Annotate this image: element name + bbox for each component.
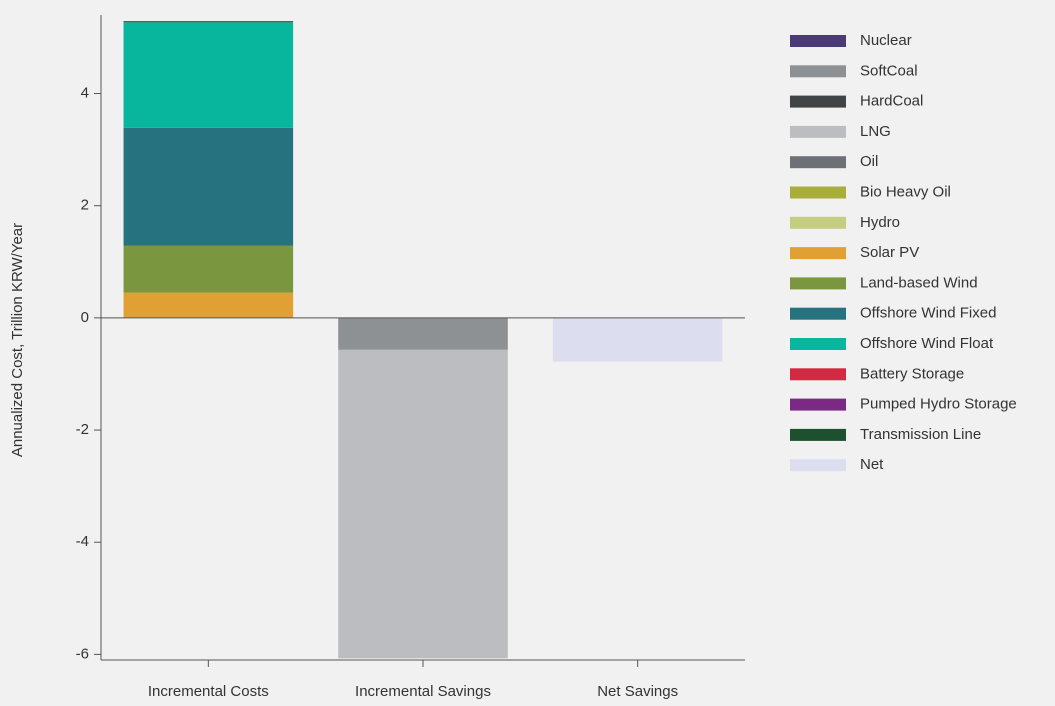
legend-swatch [790, 186, 846, 199]
legend-label: Oil [860, 153, 878, 170]
x-tick-label: Incremental Costs [148, 683, 269, 700]
legend-swatch [790, 459, 846, 472]
y-tick-label: 0 [81, 309, 89, 326]
legend-label: HardCoal [860, 93, 923, 110]
bar-segment [552, 317, 723, 362]
y-tick-label: 2 [81, 197, 89, 214]
y-tick-label: -4 [76, 533, 89, 550]
legend-swatch [790, 338, 846, 350]
legend-swatch [790, 277, 846, 290]
legend-swatch [790, 156, 846, 169]
legend-label: Pumped Hydro Storage [860, 396, 1017, 413]
legend-label: SoftCoal [860, 62, 918, 79]
bar-segment [123, 292, 294, 318]
legend-label: Offshore Wind Float [860, 335, 994, 352]
y-axis-label: Annualized Cost, Trillion KRW/Year [9, 223, 26, 457]
x-tick-label: Incremental Savings [355, 683, 491, 700]
bar-segment [123, 21, 294, 23]
y-tick-label: -6 [76, 645, 89, 662]
y-tick-label: -2 [76, 421, 89, 438]
legend-swatch [790, 307, 846, 320]
legend-label: Transmission Line [860, 426, 981, 443]
legend-label: Hydro [860, 214, 900, 231]
legend-label: Battery Storage [860, 365, 964, 382]
legend-swatch [790, 35, 846, 47]
legend-swatch [790, 428, 846, 441]
legend-label: Land-based Wind [860, 274, 978, 291]
y-tick-label: 4 [81, 84, 89, 101]
legend-swatch [790, 65, 846, 78]
legend-swatch [790, 216, 846, 229]
bar-segment [338, 349, 508, 659]
legend-swatch [790, 95, 846, 108]
legend-label: LNG [860, 123, 891, 140]
bar-segment [338, 317, 508, 350]
legend-swatch [790, 247, 846, 260]
legend-swatch [790, 398, 846, 411]
bar-segment [123, 127, 294, 246]
x-tick-label: Net Savings [597, 683, 678, 700]
legend-label: Bio Heavy Oil [860, 183, 951, 200]
legend-swatch [790, 125, 846, 138]
bar-segment [123, 245, 294, 293]
bar-segment [123, 22, 294, 128]
legend-label: Nuclear [860, 32, 912, 49]
legend-label: Solar PV [860, 244, 919, 261]
legend-label: Net [860, 456, 884, 473]
legend-label: Offshore Wind Fixed [860, 305, 996, 322]
legend-swatch [790, 368, 846, 381]
